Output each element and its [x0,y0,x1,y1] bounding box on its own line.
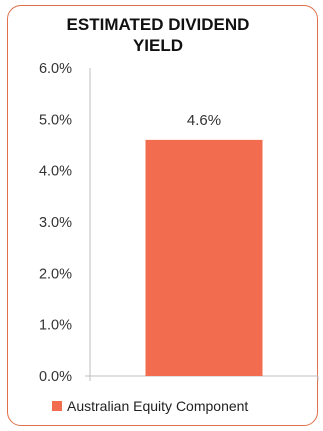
legend-label: Australian Equity Component [67,398,249,414]
y-tick-label: 2.0% [39,266,72,282]
y-tick-label: 5.0% [39,112,72,128]
bar-data-label: 4.6% [187,112,221,129]
y-tick-label: 6.0% [39,61,72,77]
bar [145,139,263,376]
y-tick-label: 3.0% [39,215,72,231]
bars-group [145,139,263,376]
y-tick-label: 1.0% [39,318,72,334]
y-tick-label: 4.0% [39,164,72,180]
chart-title: ESTIMATED DIVIDEND YIELD [66,15,250,55]
y-tick-label: 0.0% [39,369,72,385]
legend: Australian Equity Component [52,398,248,414]
labels-group: 0.0% 1.0% 2.0% 3.0% 4.0% 5.0% 6.0% 4.6% [39,61,221,385]
legend-swatch [52,401,62,411]
